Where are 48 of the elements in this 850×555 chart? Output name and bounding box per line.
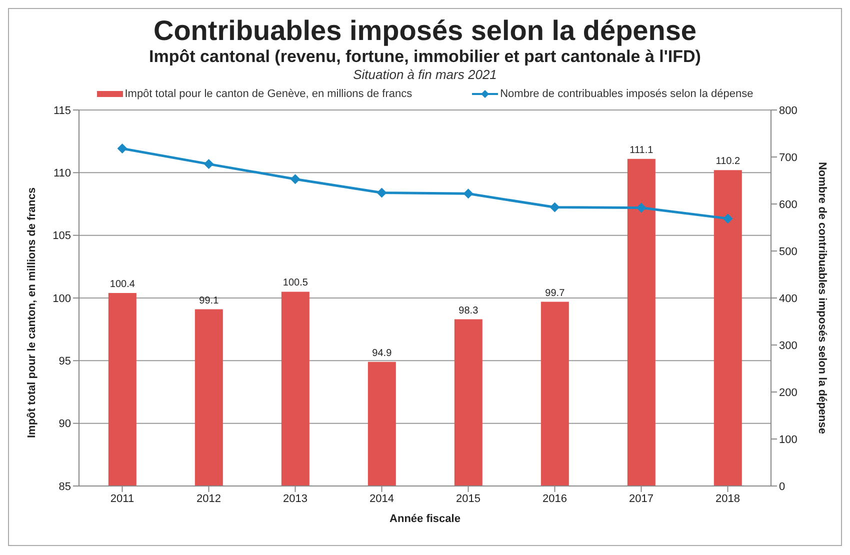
point <box>290 174 300 184</box>
y2-tick-label: 300 <box>779 340 798 352</box>
y-tick-label: 95 <box>58 356 71 368</box>
data-label: 110.2 <box>716 156 740 168</box>
x-tick-label: 2012 <box>196 492 221 505</box>
chart-subtitle: Impôt cantonal (revenu, fortune, immobilier et part cantonale à l'IFD) <box>148 47 702 67</box>
y-tick-label: 105 <box>52 230 71 242</box>
x-tick-label: 2014 <box>370 492 394 505</box>
y-tick-label: 115 <box>53 104 71 117</box>
point <box>117 144 128 154</box>
point <box>550 202 560 212</box>
x-axis-title: Année fiscale <box>390 513 460 525</box>
point <box>722 214 733 224</box>
y2-tick-label: 400 <box>779 292 798 305</box>
data-label: 100.4 <box>110 278 136 290</box>
y2-tick-label: 200 <box>779 386 798 399</box>
y2-tick-label: 600 <box>779 198 798 211</box>
y2-axis-title: Nombre de contribuables imposés selon la dépense <box>816 162 828 434</box>
x-tick-label: 2018 <box>716 492 740 505</box>
y-tick-label: 90 <box>58 418 71 430</box>
y2-tick-label: 100 <box>779 434 798 446</box>
x-tick-label: 2016 <box>542 492 567 505</box>
y2-tick-label: 700 <box>779 152 798 164</box>
point <box>463 188 474 199</box>
y-tick-label: 85 <box>58 480 71 493</box>
point <box>636 202 646 213</box>
x-tick-label: 2011 <box>110 492 134 505</box>
legend-label: Impôt total pour le canton de Genève, en millions de francs <box>124 88 412 100</box>
data-label: 111.1 <box>630 144 654 156</box>
y2-tick-label: 0 <box>779 480 786 493</box>
chart-title: Contribuables imposés selon la dépense <box>152 15 698 47</box>
data-label: 94.9 <box>372 348 392 359</box>
y-tick-label: 110 <box>53 168 71 180</box>
text: Situation à fin mars 2021 <box>352 67 498 82</box>
x-tick-label: 2013 <box>283 492 308 505</box>
point <box>376 188 387 198</box>
y-tick-label: 100 <box>52 292 71 305</box>
point <box>204 159 214 170</box>
data-label: 99.1 <box>199 295 220 306</box>
y-axis-title: Impôt total pour le canton, en millions de francs <box>26 187 38 438</box>
x-tick-label: 2017 <box>629 492 654 505</box>
y2-tick-label: 800 <box>779 104 798 117</box>
legend-label: Nombre de contribuables imposés selon la dépense <box>499 88 754 100</box>
x-tick-label: 2015 <box>456 492 480 505</box>
y2-tick-label: 500 <box>779 246 798 258</box>
data-label: 98.3 <box>458 305 479 316</box>
data-label: 100.5 <box>282 278 308 289</box>
data-label: 99.7 <box>545 288 566 299</box>
